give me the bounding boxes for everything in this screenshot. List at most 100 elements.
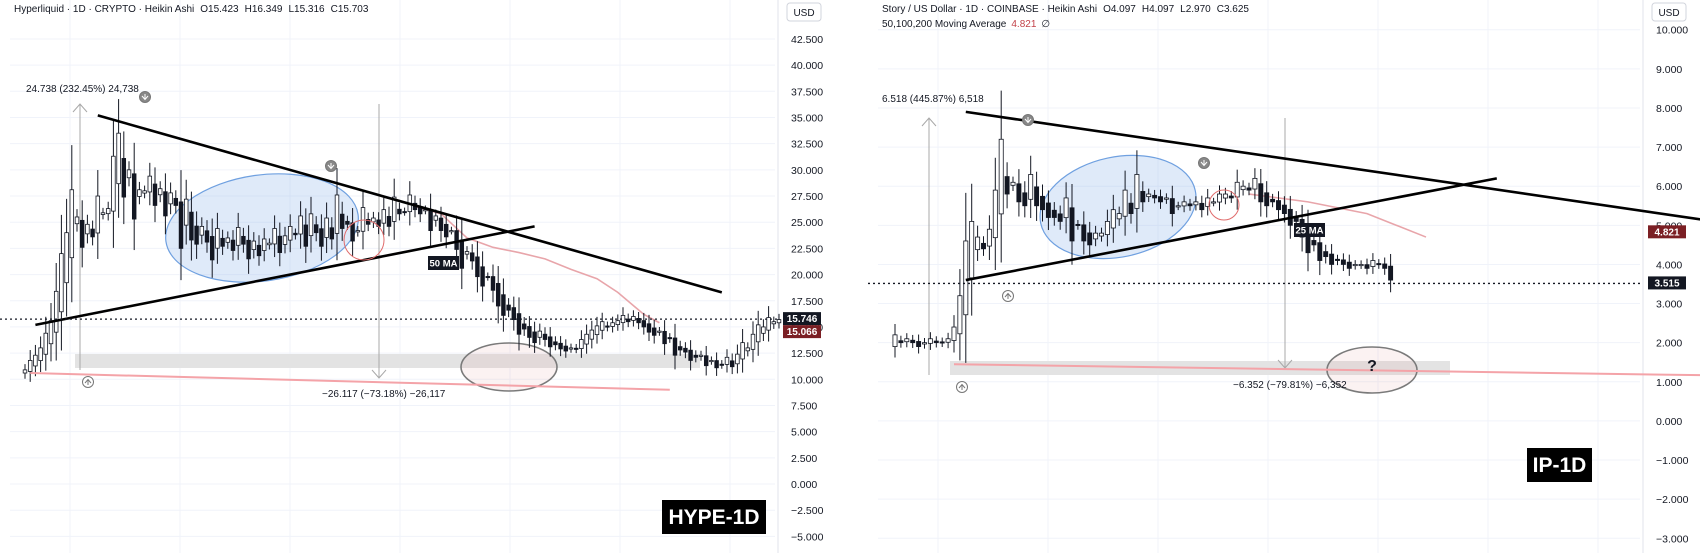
symbol-header[interactable]: Story / US Dollar · 1D · COINBASE · Heik… [882, 4, 1249, 15]
candle-body [1146, 193, 1152, 198]
candle-body [433, 215, 439, 221]
current-price-tag [783, 312, 821, 326]
candle-body [1010, 181, 1016, 186]
target-ellipse[interactable] [460, 342, 558, 392]
upper-trendline[interactable] [97, 114, 723, 294]
candle-body [1270, 198, 1276, 203]
candle-body [672, 337, 678, 356]
candle-body [397, 208, 402, 215]
lower-trendline[interactable] [965, 177, 1498, 282]
candle-body [537, 330, 543, 338]
candle-body [750, 333, 756, 350]
candle-body [85, 223, 90, 235]
candle-body [324, 217, 329, 238]
candle-body [48, 320, 54, 345]
candle-body [1104, 221, 1110, 235]
candle-body [910, 339, 916, 344]
candle-body [1093, 232, 1099, 240]
consolidation-ellipse[interactable] [1030, 142, 1205, 273]
candle-body [194, 225, 199, 245]
candle-body [220, 237, 225, 247]
y-tick-label: −3.000 [1656, 533, 1689, 545]
candle-body [579, 339, 584, 349]
candle-body [22, 369, 28, 374]
candle-body [568, 347, 574, 350]
symbol-header[interactable]: Hyperliquid · 1D · CRYPTO · Heikin Ashi O… [14, 4, 369, 15]
candle-body [1081, 224, 1087, 242]
moving-average-line[interactable] [1248, 193, 1427, 238]
candle-body [698, 354, 704, 357]
candle-body [126, 169, 132, 179]
candle-body [209, 236, 215, 261]
candle-body [1140, 191, 1146, 203]
ohlc-label: C [331, 4, 338, 15]
y-tick-label: 5.000 [791, 427, 817, 439]
ma-legend[interactable]: 50,100,200 Moving Average 4.821 ∅ [882, 19, 1050, 30]
currency-label: USD [793, 8, 814, 19]
currency-button[interactable] [1651, 2, 1687, 22]
candle-body [1110, 209, 1116, 229]
candle-body [963, 240, 969, 316]
candle-body [402, 211, 407, 214]
candle-body [287, 226, 293, 241]
currency-button[interactable] [786, 2, 822, 22]
candle-body [464, 251, 470, 255]
candle-body [1134, 174, 1140, 209]
candle-body [443, 223, 449, 238]
candle-body [1128, 202, 1134, 214]
breakdown-circle[interactable] [1208, 189, 1240, 221]
candle-body [683, 347, 688, 353]
symbol-title: Hyperliquid · 1D · CRYPTO · Heikin Ashi [14, 4, 194, 15]
candle-body [1051, 209, 1057, 218]
ma-price-tag [1648, 225, 1686, 239]
support-line[interactable] [953, 363, 1700, 377]
candle-body [1240, 185, 1246, 191]
candle-body [293, 232, 298, 236]
candle-body [615, 320, 621, 326]
ohlc-value: 16.349 [252, 4, 283, 15]
candle-body [1063, 197, 1069, 219]
candle-body [152, 183, 158, 206]
candle-body [1122, 189, 1128, 217]
support-line[interactable] [30, 372, 670, 391]
breakdown-circle[interactable] [343, 219, 385, 261]
candle-body [506, 304, 511, 311]
candle-body [365, 219, 371, 225]
candle-body [469, 252, 475, 262]
candle-body [981, 242, 986, 250]
candle-body [33, 354, 38, 367]
y-tick-label: −5.000 [791, 531, 824, 543]
y-tick-label: 25.000 [791, 217, 823, 229]
candle-body [558, 342, 563, 350]
rise-arrowhead [72, 103, 88, 113]
lower-trendline[interactable] [35, 225, 535, 327]
candle-body [199, 226, 205, 236]
candle-body [355, 230, 361, 233]
candle-body [100, 212, 106, 215]
candle-body [1199, 202, 1205, 211]
candle-body [969, 221, 975, 279]
candle-body [1211, 201, 1217, 204]
candle-body [225, 237, 231, 243]
candle-body [308, 213, 314, 237]
candle-body [459, 239, 465, 269]
candle-body [904, 338, 910, 343]
candle-body [43, 332, 49, 355]
candle-body [992, 189, 998, 239]
candle-body [142, 190, 147, 194]
candle-body [1228, 195, 1234, 199]
moving-average-line[interactable] [414, 205, 660, 324]
candle-body [1099, 232, 1104, 237]
candle-body [95, 195, 101, 234]
upper-trendline[interactable] [965, 110, 1700, 237]
candle-body [927, 338, 933, 344]
y-tick-label: 0.000 [791, 479, 817, 491]
ticker-watermark-box [1527, 448, 1592, 482]
support-zone[interactable] [75, 354, 700, 368]
ma-price-tag-label: 15.066 [787, 327, 818, 338]
y-tick-label: 7.000 [1656, 142, 1682, 154]
y-tick-label: −2.000 [1656, 494, 1689, 506]
y-tick-label: 6.000 [1656, 181, 1682, 193]
candle-body [137, 189, 142, 197]
candle-body [1158, 196, 1163, 203]
